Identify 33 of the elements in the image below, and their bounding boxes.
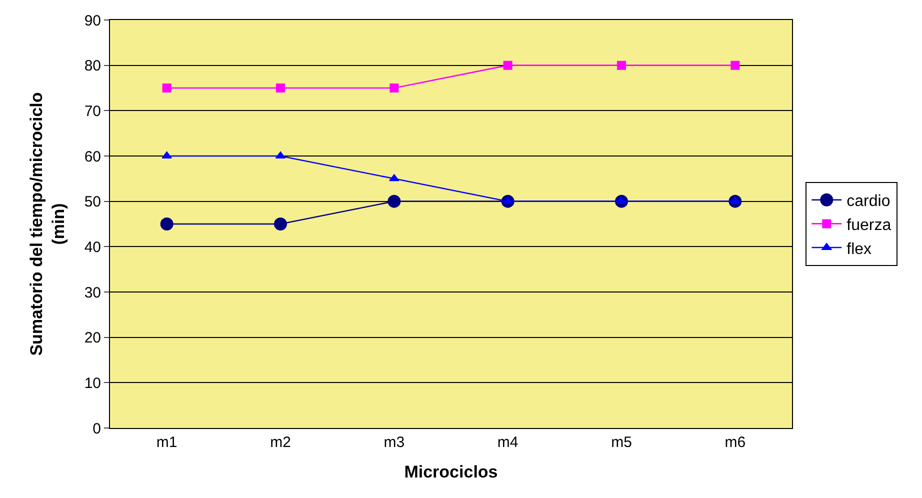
x-tick-label: m3 xyxy=(384,434,405,451)
y-tick-label: 20 xyxy=(84,330,101,347)
point xyxy=(730,60,740,70)
legend-label: cardio xyxy=(846,193,890,210)
y-tick-label: 80 xyxy=(84,58,101,75)
x-tick-label: m2 xyxy=(270,434,291,451)
y-tick-label: 90 xyxy=(84,12,101,30)
point xyxy=(617,60,626,70)
point xyxy=(388,194,401,208)
y-tick-label: 10 xyxy=(84,374,101,392)
point xyxy=(274,218,287,230)
y-tick-label: 40 xyxy=(84,238,101,256)
y-tick-label: 60 xyxy=(84,148,101,166)
point xyxy=(502,196,513,204)
point xyxy=(276,84,285,92)
point xyxy=(160,218,174,230)
y-tick-label: 50 xyxy=(84,194,101,211)
legend-label: flex xyxy=(846,240,872,258)
y-tick-label: 70 xyxy=(84,102,101,120)
y-tick-label: 30 xyxy=(84,284,101,302)
point xyxy=(162,84,172,92)
x-tick-label: m1 xyxy=(156,434,178,451)
x-tick-label: m6 xyxy=(724,434,746,451)
x-axis-title: Microciclos xyxy=(404,462,498,482)
y-tick-label: 0 xyxy=(92,420,101,438)
legend-label: fuerza xyxy=(846,216,892,234)
y-axis-title: Sumatorio del tiempo/microciclo (min) xyxy=(26,92,68,356)
x-tick-label: m5 xyxy=(611,434,632,451)
point xyxy=(389,174,400,182)
point xyxy=(730,196,740,204)
x-tick-label: m4 xyxy=(497,434,518,451)
point xyxy=(390,84,399,92)
point xyxy=(503,60,512,70)
